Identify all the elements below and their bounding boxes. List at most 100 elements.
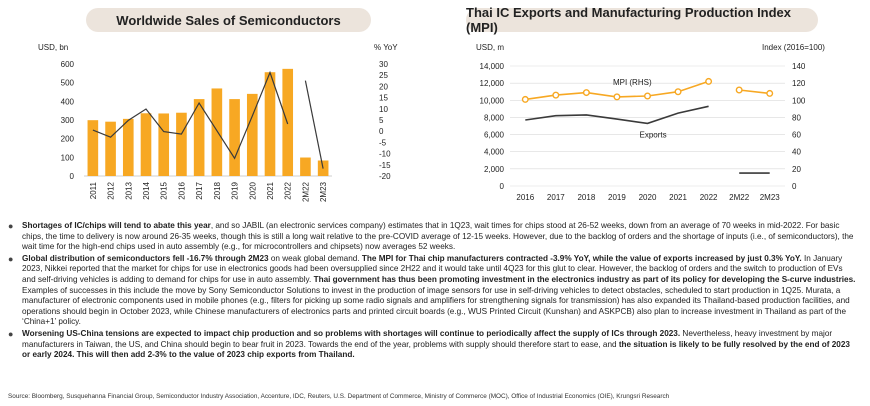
commentary-bullet: ● Shortages of IC/chips will tend to abat…	[8, 221, 858, 253]
bar	[105, 121, 116, 176]
y-tick-label: 300	[61, 116, 75, 125]
y2-tick-label: 0	[792, 182, 797, 191]
y2-tick-label: 25	[379, 71, 388, 80]
right-chart-title: Thai IC Exports and Manufacturing Produc…	[466, 5, 818, 35]
y-tick-label: 12,000	[480, 79, 505, 88]
x-tick-label: 2022	[700, 193, 718, 202]
thai-ic-exports-chart: USD, m Index (2016=100) 0 2,000 4,000 6,000 8,…	[476, 43, 825, 202]
y2-tick-label: 5	[379, 116, 384, 125]
y-tick-label: 6,000	[484, 131, 505, 140]
bar	[176, 112, 187, 176]
x-tick-label: 2017	[195, 181, 204, 199]
bar	[193, 99, 205, 176]
y-tick-label: 10,000	[480, 96, 505, 105]
x-tick-label: 2012	[107, 181, 116, 199]
mpi-point	[521, 95, 529, 103]
y2-axis-label: % YoY	[374, 43, 398, 52]
bar	[211, 88, 223, 176]
bar	[229, 99, 240, 176]
commentary-bullet: ● Worsening US-China tensions are expecte…	[8, 329, 858, 361]
bullet-text-bold: the situation is likely to be fully reso…	[22, 339, 850, 360]
y-axis-label: USD, m	[476, 43, 504, 52]
yoy-line-segment	[92, 70, 289, 160]
y-tick-label: 2,000	[484, 165, 505, 174]
x-tick-label: 2017	[547, 193, 565, 202]
y2-tick-label: -5	[379, 138, 387, 147]
exports-line-segment	[525, 105, 709, 125]
mpi-point	[643, 92, 651, 100]
commentary-bullets: ● Shortages of IC/chips will tend to abat…	[8, 221, 858, 362]
y2-tick-label: 60	[792, 131, 801, 140]
y2-tick-label: 80	[792, 113, 801, 122]
x-tick-label: 2021	[669, 193, 687, 202]
bar	[158, 113, 170, 176]
bar	[300, 157, 311, 176]
y-tick-label: 600	[61, 60, 75, 69]
y2-tick-label: 0	[379, 127, 384, 136]
bullet-dot-icon: ●	[8, 253, 14, 264]
bullet-text-run: Examples of successes in this include th…	[22, 285, 850, 327]
bullet-text: Global distribution of semiconductors fe…	[22, 254, 858, 328]
y-tick-label: 0	[70, 172, 75, 181]
mpi-point	[735, 86, 743, 94]
bar	[122, 118, 134, 176]
x-tick-label: 2020	[639, 193, 657, 202]
bullet-dot-icon: ●	[8, 328, 14, 339]
x-tick-label: 2019	[231, 181, 240, 199]
mpi-line-segment	[739, 89, 770, 95]
source-note: Source: Bloomberg, Susquehanna Financial…	[8, 393, 670, 400]
bullet-dot-icon: ●	[8, 221, 14, 231]
y2-tick-label: 120	[792, 79, 806, 88]
y2-axis-label: Index (2016=100)	[762, 43, 825, 52]
x-tick-label: 2022	[284, 181, 293, 199]
commentary-bullet: ● Global distribution of semiconductors f…	[8, 254, 858, 328]
y2-tick-label: 15	[379, 94, 388, 103]
exports-series-label: Exports	[640, 130, 667, 139]
y2-tick-label: 20	[379, 82, 388, 91]
bullet-text-run: on weak global demand.	[268, 253, 362, 263]
bullet-text-bold: Global distribution of semiconductors fe…	[22, 253, 269, 263]
mpi-point	[674, 88, 682, 96]
x-tick-label: 2011	[89, 181, 98, 199]
bullet-text-bold: Shortages of IC/chips will tend to abate…	[22, 221, 211, 230]
y2-tick-label: 40	[792, 148, 801, 157]
x-tick-label: 2018	[213, 181, 222, 199]
x-tick-label: 2016	[177, 181, 186, 199]
mpi-point	[613, 93, 621, 101]
x-tick-label: 2020	[248, 181, 257, 199]
mpi-point	[766, 89, 774, 97]
bullet-text-run: , and so JABIL (an electronic services c…	[22, 221, 854, 252]
x-tick-label: 2M22	[301, 181, 310, 202]
x-tick-label: 2013	[124, 181, 133, 199]
y-tick-label: 100	[61, 153, 75, 162]
bar	[246, 93, 258, 176]
semiconductor-sales-chart: USD, bn% YoY0100200300400500600-20-15-10…	[38, 43, 398, 202]
mpi-point	[552, 91, 560, 99]
y-tick-label: 0	[500, 182, 505, 191]
y2-tick-label: 10	[379, 105, 388, 114]
y2-tick-label: 140	[792, 62, 806, 71]
x-tick-label: 2014	[142, 181, 151, 199]
mpi-point	[705, 77, 713, 85]
bullet-text-bold: Thai government has thus been promoting …	[313, 274, 856, 284]
y2-tick-label: -10	[379, 150, 391, 159]
x-tick-label: 2019	[608, 193, 626, 202]
x-tick-label: 2021	[266, 181, 275, 199]
x-tick-label: 2M23	[760, 193, 781, 202]
bar	[264, 72, 276, 176]
bar	[87, 120, 99, 176]
yoy-line-segment	[304, 80, 324, 169]
bullet-text-run: Nevertheless, heavy investment by major …	[22, 328, 833, 349]
left-chart-title: Worldwide Sales of Semiconductors	[86, 8, 371, 32]
bullet-text: Worsening US-China tensions are expected…	[22, 329, 858, 361]
x-tick-label: 2015	[160, 181, 169, 199]
y-tick-label: 8,000	[484, 113, 505, 122]
y-tick-label: 14,000	[480, 62, 505, 71]
bullet-text-run: In January 2023, Nikkei reported that th…	[22, 253, 843, 284]
y2-tick-label: 100	[792, 96, 806, 105]
x-tick-label: 2M23	[319, 181, 328, 202]
y2-tick-label: -15	[379, 161, 391, 170]
y-tick-label: 4,000	[484, 148, 505, 157]
bullet-text: Shortages of IC/chips will tend to abate…	[22, 221, 858, 253]
bar	[140, 113, 152, 176]
